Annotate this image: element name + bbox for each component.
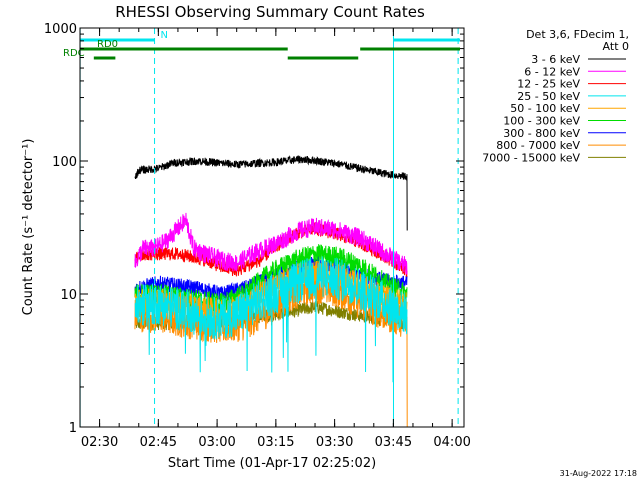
x-tick-label: 03:15 [257, 435, 294, 450]
series-line [134, 256, 408, 383]
legend-header-line1: Det 3,6, FDecim 1, [526, 28, 629, 41]
series-layer [134, 155, 408, 428]
legend-label: 3 - 6 keV [531, 53, 580, 66]
x-tick-label: 04:00 [433, 435, 470, 450]
y-tick-label: 10 [60, 288, 77, 303]
x-tick-label: 03:30 [316, 435, 353, 450]
y-tick-label: 1000 [44, 22, 77, 37]
footer-date: 31-Aug-2022 17:18 [560, 469, 637, 478]
axes: 1 10 100 1000 02:30 02:45 03:00 03:15 03:30 03:45… [44, 22, 471, 450]
legend-label: 50 - 100 keV [510, 102, 580, 115]
legend-label: 7000 - 15000 keV [482, 151, 580, 164]
plot-frame [79, 27, 465, 428]
series-line [134, 155, 408, 231]
legend-label: 25 - 50 keV [517, 90, 580, 103]
legend-label: 100 - 300 keV [503, 115, 580, 128]
y-tick-label: 100 [52, 155, 77, 170]
y-axis-label: Count Rate (s⁻¹ detector⁻¹) [21, 139, 36, 316]
flag-label: RD0 [97, 39, 118, 50]
x-tick-label: 03:45 [375, 435, 412, 450]
x-axis-label: Start Time (01-Apr-17 02:25:02) [168, 456, 376, 471]
legend-label: 12 - 25 keV [517, 78, 580, 91]
flag-label: RDC [63, 48, 85, 59]
x-tick-label: 03:00 [198, 435, 235, 450]
legend-label: 800 - 7000 keV [496, 139, 580, 152]
x-tick-label: 02:30 [81, 435, 118, 450]
series-line [134, 212, 408, 275]
x-tick-label: 02:45 [140, 435, 177, 450]
legend-header-line2: Att 0 [603, 40, 629, 53]
chart-title: RHESSI Observing Summary Count Rates [115, 3, 425, 21]
flag-bars: N RD0 RDC [63, 30, 460, 60]
y-tick-label: 1 [69, 421, 77, 436]
legend-label: 300 - 800 keV [503, 127, 580, 140]
flag-label: N [161, 30, 168, 41]
legend-label: 6 - 12 keV [524, 65, 580, 78]
